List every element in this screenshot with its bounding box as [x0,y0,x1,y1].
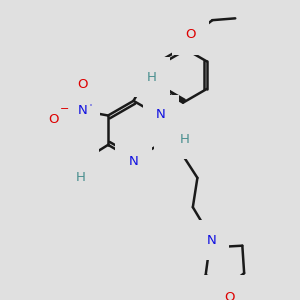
Text: N: N [129,155,138,168]
Text: O: O [185,28,196,41]
Text: −: − [59,104,69,114]
Text: H: H [76,144,85,157]
Text: N: N [206,234,216,247]
Text: N: N [78,103,87,116]
Text: O: O [77,78,88,91]
Text: O: O [224,290,235,300]
Text: H: H [76,171,85,184]
Text: N: N [76,157,85,170]
Text: H: H [147,70,157,83]
Text: H: H [180,133,190,146]
Text: O: O [48,113,58,126]
Text: N: N [167,133,177,146]
Text: N: N [134,70,144,83]
Text: N: N [156,108,166,121]
Text: +: + [86,98,94,108]
